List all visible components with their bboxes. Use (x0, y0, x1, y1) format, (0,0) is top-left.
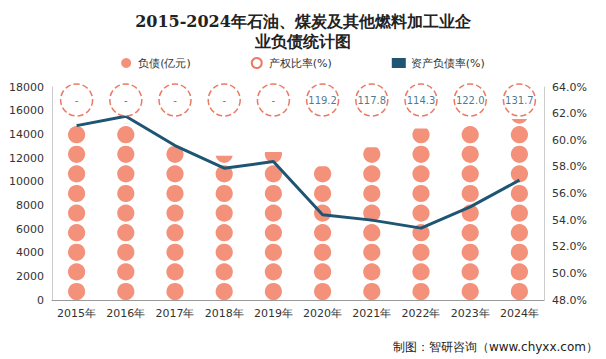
svg-text:12000: 12000 (9, 152, 44, 165)
svg-text:122.0: 122.0 (456, 95, 485, 106)
svg-text:2016年: 2016年 (106, 307, 145, 320)
svg-text:48.0%: 48.0% (552, 294, 587, 307)
svg-text:114.3: 114.3 (407, 95, 436, 106)
svg-text:2000: 2000 (16, 270, 44, 283)
svg-text:10000: 10000 (9, 175, 44, 188)
svg-text:2024年: 2024年 (500, 307, 539, 320)
svg-text:54.0%: 54.0% (552, 214, 587, 227)
svg-text:0: 0 (37, 294, 44, 307)
svg-text:8000: 8000 (16, 199, 44, 212)
svg-text:6000: 6000 (16, 223, 44, 236)
svg-text:52.0%: 52.0% (552, 240, 587, 253)
svg-text:-: - (124, 95, 128, 106)
svg-text:2020年: 2020年 (303, 307, 342, 320)
svg-text:资产负债率(%): 资产负债率(%) (411, 57, 485, 70)
svg-text:50.0%: 50.0% (552, 267, 587, 280)
svg-text:产权比率(%): 产权比率(%) (269, 57, 332, 70)
svg-text:2019年: 2019年 (254, 307, 293, 320)
svg-text:2022年: 2022年 (402, 307, 441, 320)
svg-text:117.8: 117.8 (357, 95, 386, 106)
svg-text:14000: 14000 (9, 128, 44, 141)
svg-text:131.7: 131.7 (505, 95, 534, 106)
svg-text:4000: 4000 (16, 246, 44, 259)
svg-text:-: - (75, 95, 79, 106)
svg-text:16000: 16000 (9, 104, 44, 117)
svg-text:-: - (173, 95, 177, 106)
svg-text:60.0%: 60.0% (552, 134, 587, 147)
svg-text:-: - (272, 95, 276, 106)
svg-text:2017年: 2017年 (156, 307, 195, 320)
svg-text:业负债统计图: 业负债统计图 (254, 32, 351, 51)
svg-text:18000: 18000 (9, 81, 44, 94)
svg-text:62.0%: 62.0% (552, 107, 587, 120)
svg-text:119.2: 119.2 (308, 95, 337, 106)
svg-text:2015年: 2015年 (57, 307, 96, 320)
svg-text:64.0%: 64.0% (552, 81, 587, 94)
svg-text:56.0%: 56.0% (552, 187, 587, 200)
svg-text:2021年: 2021年 (352, 307, 391, 320)
svg-text:负债(亿元): 负债(亿元) (138, 57, 191, 70)
svg-text:2018年: 2018年 (205, 307, 244, 320)
svg-text:-: - (222, 95, 226, 106)
svg-text:制图：智研咨询（www.chyxx.com）: 制图：智研咨询（www.chyxx.com） (393, 340, 598, 354)
svg-text:2015-2024年石油、煤炭及其他燃料加工业企: 2015-2024年石油、煤炭及其他燃料加工业企 (135, 12, 472, 31)
svg-text:2023年: 2023年 (451, 307, 490, 320)
svg-text:58.0%: 58.0% (552, 160, 587, 173)
